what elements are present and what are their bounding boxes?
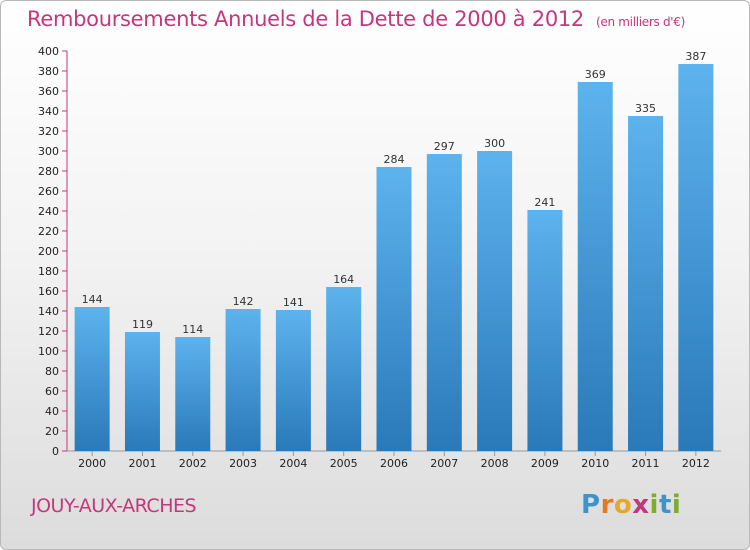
y-tick-label: 160 [38, 285, 59, 298]
y-tick-label: 40 [45, 405, 59, 418]
data-label: 141 [283, 296, 304, 309]
data-label: 369 [585, 68, 606, 81]
x-tick-label: 2010 [581, 457, 609, 470]
bar-2002 [175, 337, 211, 451]
x-tick-label: 2005 [330, 457, 358, 470]
data-label: 119 [132, 318, 153, 331]
bar-2010 [577, 82, 613, 451]
y-tick-label: 300 [38, 145, 59, 158]
chart-title-text: Remboursements Annuels de la Dette de 20… [27, 7, 584, 31]
y-tick-label: 380 [38, 65, 59, 78]
x-tick-label: 2003 [229, 457, 257, 470]
chart-unit: (en milliers d'€) [596, 15, 686, 29]
y-tick-label: 340 [38, 105, 59, 118]
bar-2008 [477, 151, 513, 451]
y-tick-label: 0 [52, 445, 59, 458]
y-tick-label: 220 [38, 225, 59, 238]
y-tick-label: 120 [38, 325, 59, 338]
y-tick-label: 60 [45, 385, 59, 398]
bar-2012 [678, 64, 714, 451]
x-tick-label: 2009 [531, 457, 559, 470]
data-label: 284 [384, 153, 405, 166]
bar-2004 [275, 310, 311, 451]
bar-2001 [124, 332, 160, 451]
y-tick-label: 140 [38, 305, 59, 318]
data-label: 387 [685, 50, 706, 63]
commune-name: JOUY-AUX-ARCHES [31, 495, 197, 517]
y-tick-label: 80 [45, 365, 59, 378]
y-tick-label: 20 [45, 425, 59, 438]
bar-2011 [628, 116, 664, 451]
x-tick-label: 2001 [128, 457, 156, 470]
bar-2005 [326, 287, 362, 451]
chart-title: Remboursements Annuels de la Dette de 20… [27, 7, 685, 31]
y-tick-label: 240 [38, 205, 59, 218]
bar-2003 [225, 309, 261, 451]
y-tick-label: 180 [38, 265, 59, 278]
x-tick-label: 2011 [632, 457, 660, 470]
x-tick-label: 2000 [78, 457, 106, 470]
y-tick-label: 320 [38, 125, 59, 138]
y-tick-label: 280 [38, 165, 59, 178]
bar-2009 [527, 210, 563, 451]
y-tick-label: 400 [38, 45, 59, 58]
data-label: 164 [333, 273, 354, 286]
bar-2006 [376, 167, 412, 451]
y-tick-label: 260 [38, 185, 59, 198]
x-tick-label: 2002 [179, 457, 207, 470]
data-label: 241 [534, 196, 555, 209]
data-label: 142 [233, 295, 254, 308]
data-label: 144 [82, 293, 103, 306]
data-label: 114 [182, 323, 203, 336]
data-label: 335 [635, 102, 656, 115]
bar-2007 [426, 154, 462, 451]
data-label: 300 [484, 137, 505, 150]
data-label: 297 [434, 140, 455, 153]
x-tick-label: 2007 [430, 457, 458, 470]
x-tick-label: 2004 [279, 457, 307, 470]
x-tick-label: 2008 [481, 457, 509, 470]
proxiti-logo[interactable]: Proxiti [581, 490, 682, 520]
y-tick-label: 360 [38, 85, 59, 98]
x-tick-label: 2012 [682, 457, 710, 470]
x-tick-label: 2006 [380, 457, 408, 470]
y-tick-label: 100 [38, 345, 59, 358]
bar-2000 [74, 307, 110, 451]
y-tick-label: 200 [38, 245, 59, 258]
